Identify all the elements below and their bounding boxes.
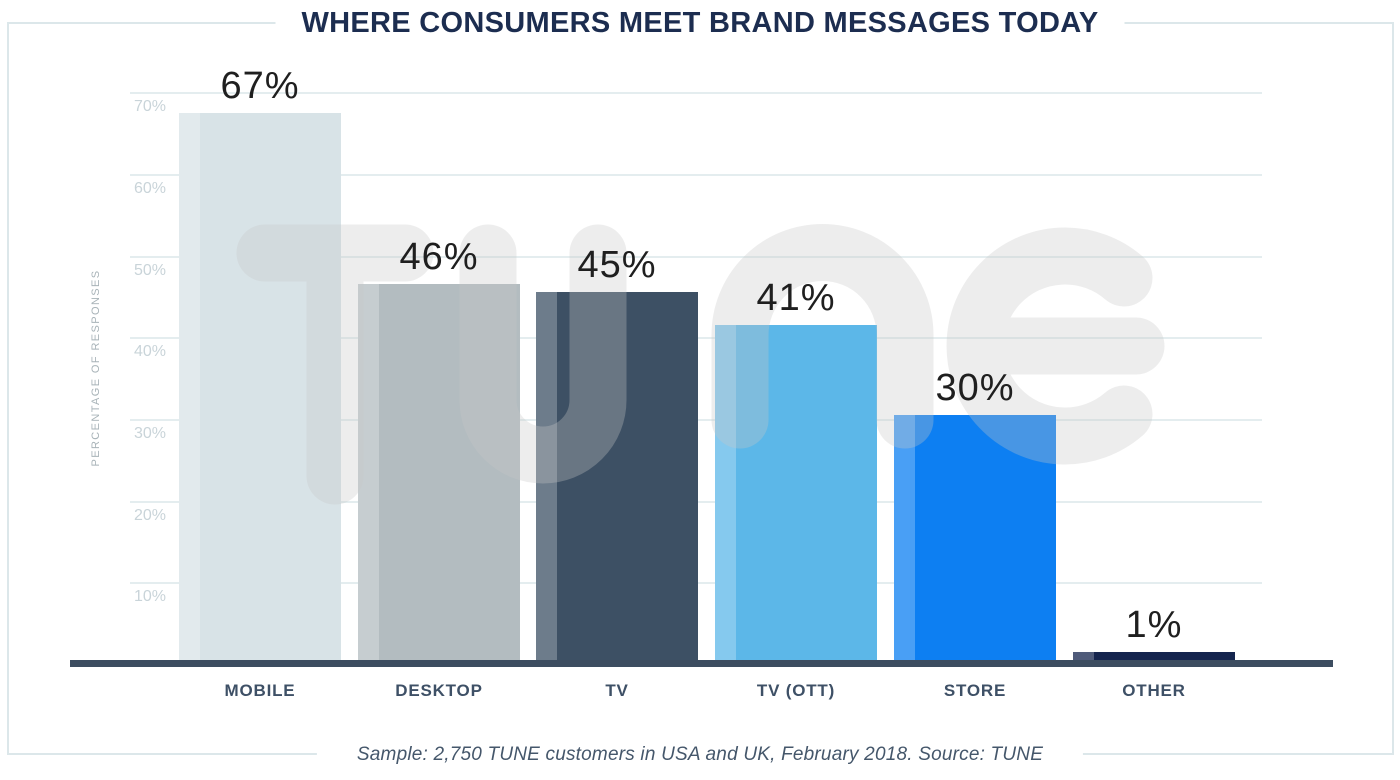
category-label-desktop: DESKTOP	[395, 681, 483, 700]
gridline-50	[130, 256, 1262, 258]
bar-highlight-strip	[179, 113, 200, 660]
bar-mobile	[179, 113, 341, 660]
bar-highlight-strip	[1073, 652, 1094, 660]
bar-highlight-strip	[358, 284, 379, 660]
value-label-tv-ott: 41%	[756, 277, 836, 319]
y-tick-label-50: 50%	[133, 262, 166, 279]
bar-highlight-strip	[715, 325, 736, 660]
y-tick-label-10: 10%	[133, 588, 166, 605]
y-tick-label-60: 60%	[133, 180, 166, 197]
source-note: Sample: 2,750 TUNE customers in USA and …	[316, 740, 1084, 769]
bar-other	[1073, 652, 1235, 660]
y-tick-label-40: 40%	[133, 343, 166, 360]
gridline-70	[130, 92, 1262, 94]
value-label-tv: 45%	[577, 244, 657, 286]
y-tick-label-20: 20%	[133, 507, 166, 524]
value-label-other: 1%	[1125, 604, 1183, 646]
x-axis-line	[70, 660, 1333, 667]
value-label-mobile: 67%	[220, 65, 300, 107]
bar-desktop	[358, 284, 520, 660]
category-label-other: OTHER	[1122, 681, 1186, 700]
y-tick-label-30: 30%	[133, 425, 166, 442]
bar-store	[894, 415, 1056, 660]
y-tick-label-70: 70%	[133, 98, 166, 115]
bar-highlight-strip	[894, 415, 915, 660]
value-label-desktop: 46%	[399, 236, 479, 278]
chart-title: WHERE CONSUMERS MEET BRAND MESSAGES TODA…	[275, 6, 1125, 40]
bar-tv-ott	[715, 325, 877, 660]
category-label-tv: TV	[605, 681, 629, 700]
bar-tv	[536, 292, 698, 660]
category-label-mobile: MOBILE	[224, 681, 296, 700]
gridline-60	[130, 174, 1262, 176]
value-label-store: 30%	[935, 367, 1015, 409]
category-label-store: STORE	[943, 681, 1007, 700]
category-label-tv-ott: TV (OTT)	[756, 681, 836, 700]
bar-highlight-strip	[536, 292, 557, 660]
